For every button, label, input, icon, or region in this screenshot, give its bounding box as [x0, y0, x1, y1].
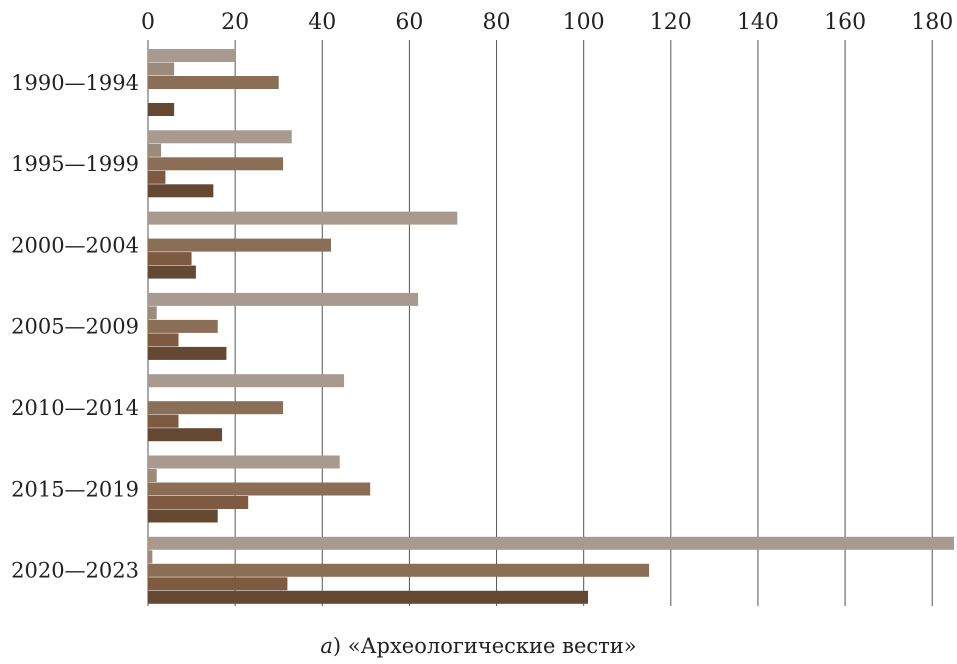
bar	[148, 170, 166, 184]
bar	[148, 292, 419, 306]
x-axis-ticks: 0 20 40 60 80 100 120 140 160 180	[141, 10, 953, 35]
bar	[148, 414, 179, 428]
bar	[148, 76, 279, 89]
bar	[148, 536, 954, 550]
bar	[148, 157, 284, 171]
bar	[148, 130, 292, 144]
bar	[148, 211, 458, 225]
caption-letter: а	[320, 634, 333, 658]
x-tick-label: 0	[141, 10, 155, 35]
bar	[148, 184, 214, 198]
bar	[148, 346, 227, 360]
category-label: 1995—1999	[11, 152, 139, 176]
category-label: 2020—2023	[11, 559, 139, 583]
bar	[148, 319, 218, 333]
bars-group	[148, 49, 954, 604]
x-tick-label: 100	[563, 10, 605, 35]
x-tick-label: 140	[737, 10, 779, 35]
category-label: 2015—2019	[11, 477, 139, 501]
chart-caption: а) «Археологические вести»	[0, 634, 957, 658]
bar	[148, 401, 284, 415]
x-tick-label: 120	[650, 10, 692, 35]
bar	[148, 49, 236, 62]
x-tick-label: 160	[824, 10, 866, 35]
x-tick-label: 80	[483, 10, 511, 35]
bar	[148, 563, 650, 577]
x-tick-label: 180	[911, 10, 953, 35]
bar	[148, 238, 331, 252]
category-label: 2010—2014	[11, 396, 139, 420]
bar	[148, 143, 162, 157]
bar	[148, 590, 589, 604]
bar	[148, 265, 196, 279]
x-tick-label: 60	[395, 10, 423, 35]
category-labels: 1990—1994 1995—1999 2000—2004 2005—2009 2010…	[11, 71, 139, 583]
bar	[148, 252, 192, 266]
bar	[148, 306, 157, 320]
category-label: 2000—2004	[11, 233, 139, 257]
bar	[148, 374, 345, 388]
bar	[148, 496, 249, 509]
bar	[148, 455, 340, 469]
bar	[148, 103, 175, 116]
x-tick-label: 20	[221, 10, 249, 35]
bar	[148, 577, 288, 591]
bar	[148, 428, 223, 442]
bar	[148, 550, 153, 564]
bar	[148, 469, 157, 482]
bar	[148, 62, 175, 76]
category-label: 1990—1994	[11, 71, 139, 95]
x-gridlines	[147, 40, 933, 606]
x-tick-label: 40	[308, 10, 336, 35]
bar	[148, 482, 371, 496]
category-label: 2005—2009	[11, 315, 139, 339]
caption-text: ) «Археологические вести»	[332, 634, 637, 658]
bar-chart: 0 20 40 60 80 100 120 140 160 180 1990—1994 1995—1…	[11, 10, 954, 606]
bar	[148, 509, 218, 523]
bar	[148, 333, 179, 347]
